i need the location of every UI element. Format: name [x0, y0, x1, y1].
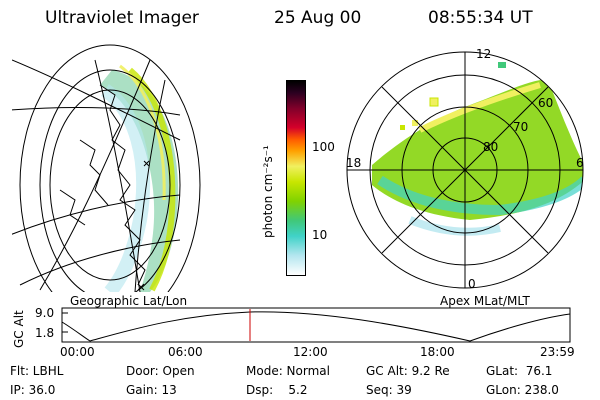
- altitude-curve: [61, 311, 571, 342]
- coastline: [99, 84, 146, 286]
- aurora-bright-arc: [128, 67, 176, 292]
- time-tick-0000: 00:00: [60, 345, 95, 359]
- altitude-ylabel: GC Alt: [12, 310, 26, 348]
- filter-info: Flt: LBHL: [10, 364, 64, 378]
- sequence-info: Seq: 39: [366, 383, 412, 397]
- aurora-emission-band: [100, 70, 179, 292]
- observation-time: 08:55:34 UT: [428, 8, 533, 28]
- observation-date: 25 Aug 00: [274, 8, 362, 28]
- colorbar-tick-10: 10: [312, 228, 328, 242]
- mlt-label-18: 18: [346, 156, 362, 170]
- colorbar-tick-100: 100: [312, 140, 335, 154]
- mlt-label-0: 0: [468, 277, 476, 291]
- mlt-label-6: 6: [576, 156, 584, 170]
- altitude-ytick-9: 9.0: [35, 306, 55, 320]
- mode-info: Mode: Normal: [246, 364, 330, 378]
- altitude-plot-frame: [61, 307, 571, 343]
- geographic-caption: Geographic Lat/Lon: [70, 294, 188, 308]
- altitude-ytick-1-8: 1.8: [35, 326, 55, 340]
- mlat-label-60: 60: [538, 96, 554, 110]
- dsp-info: Dsp: 5.2: [246, 383, 308, 397]
- time-tick-2359: 23:59: [540, 345, 575, 359]
- mlt-label-12: 12: [476, 47, 492, 61]
- color-scale-bar: [286, 80, 306, 276]
- apex-caption: Apex MLat/MLT: [440, 294, 530, 308]
- gain-info: Gain: 13: [126, 383, 177, 397]
- time-tick-0600: 06:00: [168, 345, 203, 359]
- time-tick-1200: 12:00: [293, 345, 328, 359]
- time-tick-1800: 18:00: [420, 345, 455, 359]
- mlat-label-80: 80: [483, 140, 499, 154]
- glat-info: GLat: 76.1: [486, 364, 553, 378]
- mlat-label-70: 70: [513, 120, 529, 134]
- earth-limb: [39, 69, 181, 292]
- glon-info: GLon: 238.0: [486, 383, 559, 397]
- gc-altitude-info: GC Alt: 9.2 Re: [366, 364, 450, 378]
- polar-aurora-emission: [372, 79, 583, 220]
- instrument-title: Ultraviolet Imager: [45, 8, 199, 28]
- door-info: Door: Open: [126, 364, 195, 378]
- ip-info: IP: 36.0: [10, 383, 56, 397]
